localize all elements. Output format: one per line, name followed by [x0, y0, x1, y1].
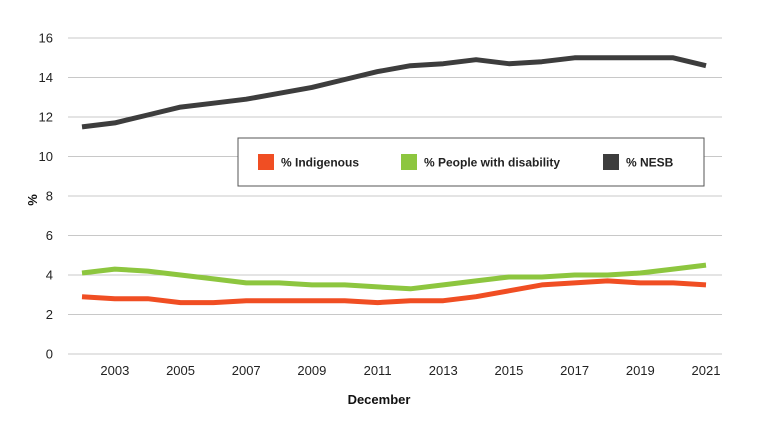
legend-swatch [258, 154, 274, 170]
x-tick-label: 2011 [364, 363, 392, 378]
y-tick-label: 4 [46, 268, 53, 283]
y-tick-label: 12 [39, 110, 53, 125]
legend: % Indigenous % People with disability % NE… [237, 137, 705, 187]
legend-label: % NESB [626, 156, 674, 170]
y-tick-label: 14 [39, 70, 53, 85]
grid-lines [68, 37, 722, 355]
y-tick-label: 8 [46, 189, 53, 204]
y-tick-label: 10 [39, 149, 53, 164]
x-tick-label: 2013 [429, 363, 458, 378]
x-tick-label: 2015 [494, 363, 523, 378]
x-tick-label: 2019 [626, 363, 655, 378]
y-tick-label: 0 [46, 347, 53, 362]
x-tick-label: 2007 [232, 363, 261, 378]
legend-swatch [401, 154, 417, 170]
x-tick-label: 2017 [560, 363, 589, 378]
x-axis-ticks: 2003 2005 2007 2009 2011 2013 2015 2017 2019 2021 [100, 363, 720, 378]
y-axis-title: % [25, 194, 40, 206]
legend-box [237, 137, 705, 187]
x-tick-label: 2005 [166, 363, 195, 378]
legend-label: % People with disability [424, 156, 560, 170]
series-lines [81, 55, 707, 306]
y-tick-label: 16 [39, 31, 53, 46]
x-tick-label: 2009 [297, 363, 326, 378]
y-tick-label: 6 [46, 228, 53, 243]
series-line-3 [81, 55, 707, 130]
y-axis-ticks: 0 2 4 6 8 10 12 14 16 [39, 31, 53, 362]
x-tick-label: 2021 [692, 363, 721, 378]
legend-label: % Indigenous [281, 156, 359, 170]
series-line-1 [81, 278, 707, 306]
series-line-2 [81, 262, 707, 292]
x-tick-label: 2003 [100, 363, 129, 378]
legend-swatch [603, 154, 619, 170]
y-tick-label: 2 [46, 307, 53, 322]
x-axis-title: December [348, 392, 411, 407]
